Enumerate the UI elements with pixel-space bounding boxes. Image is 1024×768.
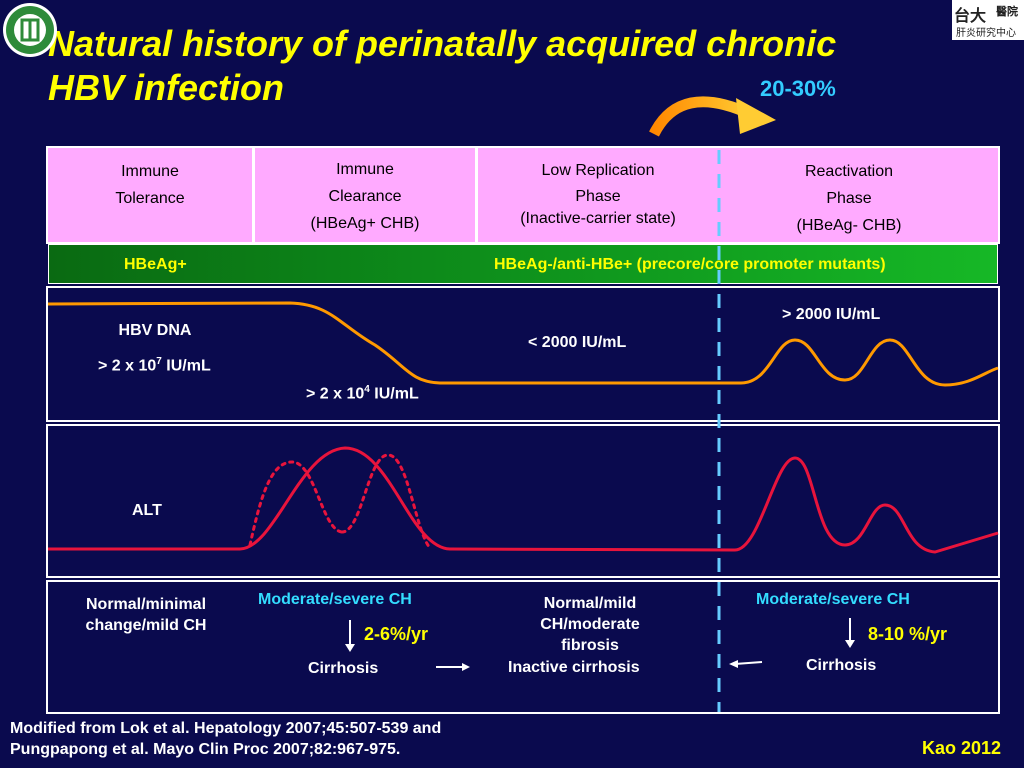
phase-label: Reactivation <box>804 163 894 180</box>
hbv-dna-low-value: < 2000 IU/mL <box>528 334 627 351</box>
outcome-line: CH/moderate <box>540 616 640 633</box>
hbv-dna-high-value: > 2 x 107 IU/mL <box>98 356 211 375</box>
value-unit: IU/mL <box>369 385 419 403</box>
hbv-dna-label: HBV DNA <box>118 322 192 339</box>
citation-line: Modified from Lok et al. Hepatology 2007… <box>10 720 442 737</box>
outcome-inactive: Normal/mild CH/moderate fibrosis <box>520 593 660 656</box>
university-seal-icon <box>3 3 57 57</box>
down-arrow-left-head <box>345 644 355 652</box>
hospital-logo: 台大 醫院 肝炎研究中心 <box>952 0 1024 40</box>
outcome-panel <box>46 580 1000 714</box>
phase-label: Immune <box>121 163 179 180</box>
phase-low-replication: Low Replication Phase (Inactive-carrier … <box>480 158 716 242</box>
alt-fluctuation-right <box>340 453 432 550</box>
phase-label: Tolerance <box>115 190 185 207</box>
alt-fluctuation-left <box>248 460 344 547</box>
hospital-logo-text-2: 醫院 <box>996 5 1018 18</box>
title-line-1: Natural history of perinatally acquired … <box>48 23 837 64</box>
serology-hbeag-positive: HBeAg+ <box>124 256 187 273</box>
phase-label: Phase <box>826 190 872 207</box>
outcome-line: change/mild CH <box>85 617 207 634</box>
hospital-logo-text-1: 台大 <box>954 6 987 25</box>
outcome-line: fibrosis <box>561 637 619 654</box>
author-credit: Kao 2012 <box>922 738 1002 758</box>
phase-right-box <box>478 148 998 242</box>
outcome-tolerance: Normal/minimal change/mild CH <box>60 594 232 636</box>
phase-label: (HBeAg- CHB) <box>796 217 902 234</box>
citation-line: Pungpapong et al. Mayo Clin Proc 2007;82… <box>10 741 401 758</box>
phase-label: (Inactive-carrier state) <box>520 210 676 227</box>
title-line-2: HBV infection <box>48 67 285 108</box>
phase-reactivation: Reactivation Phase (HBeAg- CHB) <box>720 158 978 242</box>
alt-panel <box>46 424 1000 578</box>
phase-immune-tolerance: Immune Tolerance <box>48 148 252 242</box>
phase-label: Immune <box>336 161 394 178</box>
outcome-clearance-ch: Moderate/severe CH <box>258 591 412 608</box>
value-base: > 2 x 10 <box>98 357 157 375</box>
serology-hbeag-negative: HBeAg-/anti-HBe+ (precore/core promoter … <box>494 256 886 273</box>
curved-arrow-icon <box>649 96 776 137</box>
alt-curve <box>48 446 999 554</box>
value-exponent: 7 <box>156 356 162 367</box>
hbv-dna-clearance-value: > 2 x 104 IU/mL <box>306 384 419 403</box>
reference-citation: Modified from Lok et al. Hepatology 2007… <box>10 718 441 760</box>
hbv-dna-curve <box>47 301 999 387</box>
hbv-dna-panel <box>46 286 1000 422</box>
outcome-reactivation-ch: Moderate/severe CH <box>756 591 910 608</box>
serology-band <box>48 244 998 284</box>
alt-label: ALT <box>132 502 162 519</box>
reactivation-rate: 20-30% <box>760 76 836 101</box>
hbv-dna-reactivation-value: > 2000 IU/mL <box>782 306 881 323</box>
value-unit: IU/mL <box>161 357 211 375</box>
left-arrow-head <box>729 660 738 668</box>
phase-label: Low Replication <box>541 162 655 179</box>
outcome-clearance-rate: 2-6%/yr <box>364 624 429 644</box>
outcome-clearance-cirrhosis: Cirrhosis <box>308 660 379 677</box>
right-arrow-head <box>462 663 470 671</box>
value-base: > 2 x 10 <box>306 385 365 403</box>
outcome-reactivation-rate: 8-10 %/yr <box>868 624 948 644</box>
phase-label: Phase <box>575 188 621 205</box>
outcome-reactivation-cirrhosis: Cirrhosis <box>806 657 877 674</box>
slide-title: Natural history of perinatally acquired … <box>48 22 948 110</box>
outcome-line: Normal/mild <box>543 595 637 612</box>
hospital-logo-text-3: 肝炎研究中心 <box>956 28 1016 39</box>
outcome-line: Normal/minimal <box>85 596 207 613</box>
left-arrow-icon <box>734 661 763 665</box>
phase-label: (HBeAg+ CHB) <box>310 215 420 232</box>
down-arrow-right-head <box>845 640 855 648</box>
value-exponent: 4 <box>364 384 370 395</box>
phase-immune-clearance: Immune Clearance (HBeAg+ CHB) <box>255 148 475 242</box>
phase-label: Clearance <box>328 188 402 205</box>
outcome-inactive-cirrhosis: Inactive cirrhosis <box>508 659 640 676</box>
